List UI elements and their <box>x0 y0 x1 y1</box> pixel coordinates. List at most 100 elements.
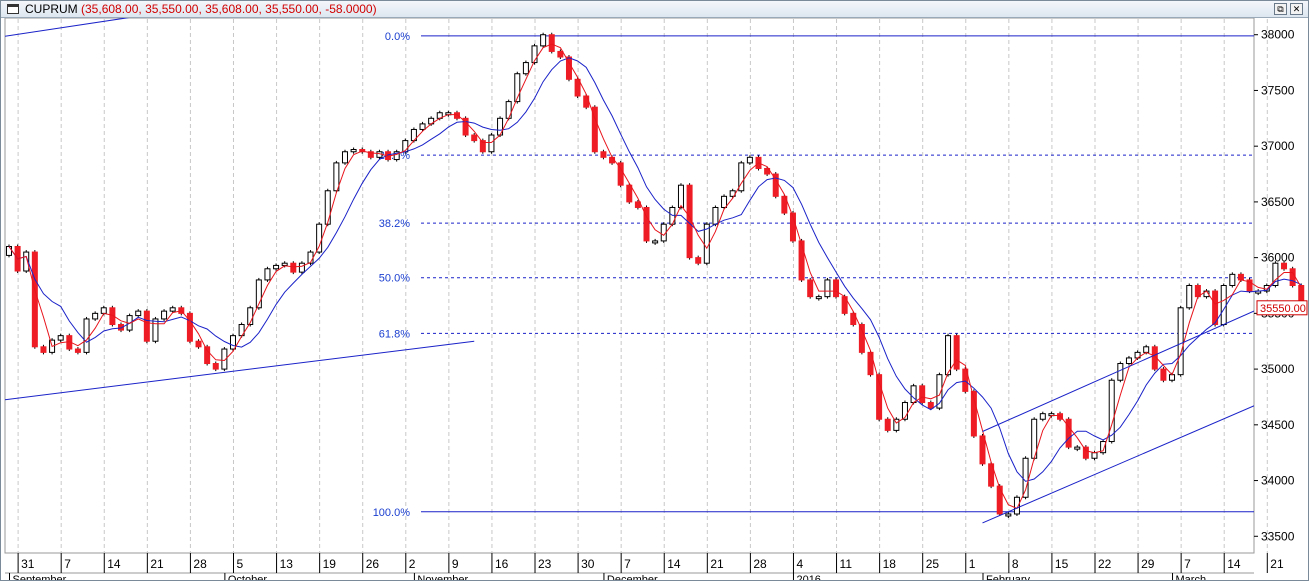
candle-down <box>996 485 1003 515</box>
title-text: CUPRUM (35,608.00, 35,550.00, 35,608.00,… <box>25 2 377 16</box>
x-tick-label: 25 <box>926 557 940 571</box>
candle-up <box>341 151 348 164</box>
candle-up <box>531 45 538 64</box>
candle-up <box>1091 452 1098 459</box>
candle-up <box>712 206 719 225</box>
x-tick-label: 19 <box>323 557 337 571</box>
candle-up <box>488 134 495 153</box>
y-tick-label: 37500 <box>1261 83 1295 97</box>
candle-down <box>643 206 650 242</box>
candle-up <box>100 307 107 314</box>
candle-up <box>1143 346 1150 353</box>
candle-up <box>1229 273 1236 286</box>
candle-up <box>92 312 99 320</box>
x-tick-label: 23 <box>538 557 552 571</box>
candle-down <box>479 140 486 153</box>
candle-up <box>298 262 305 273</box>
candle-down <box>1160 368 1167 381</box>
candle-up <box>23 251 30 272</box>
trend-line <box>982 310 1254 432</box>
candle-down <box>1246 279 1253 292</box>
candle-up <box>264 268 271 281</box>
candle-down <box>31 251 38 348</box>
restore-icon[interactable]: ⧉ <box>1274 3 1287 15</box>
candle-up <box>1125 357 1132 365</box>
trend-line <box>982 405 1254 524</box>
x-tick-label: 1 <box>969 557 976 571</box>
y-tick-label: 36000 <box>1261 251 1295 265</box>
candle-up <box>152 318 159 342</box>
candle-up <box>936 374 943 409</box>
candle-up <box>910 385 917 404</box>
candle-up <box>901 402 908 420</box>
candle-up <box>6 245 12 256</box>
candle-up <box>1169 374 1176 381</box>
candle-up <box>1100 441 1107 454</box>
candle-down <box>565 56 572 80</box>
candle-down <box>962 368 969 392</box>
candle-up <box>540 34 547 47</box>
title-bar[interactable]: CUPRUM (35,608.00, 35,550.00, 35,608.00,… <box>1 1 1308 18</box>
trend-line <box>5 340 475 401</box>
fib-level-label: 38.2% <box>379 218 410 230</box>
candle-down <box>781 195 788 214</box>
candle-up <box>652 240 659 244</box>
x-tick-label: 2 <box>409 557 416 571</box>
candle-up <box>255 279 262 309</box>
x-tick-label: 14 <box>107 557 121 571</box>
candle-down <box>290 262 297 273</box>
candle-down <box>695 257 702 264</box>
x-tick-label: 7 <box>64 557 71 571</box>
x-tick-label: 14 <box>1227 557 1241 571</box>
month-label: December <box>607 574 658 580</box>
price-chart[interactable]: 3350034000345003500035500360003650037000… <box>1 18 1308 580</box>
window-icon <box>7 4 19 14</box>
candle-down <box>1082 446 1089 459</box>
candle-up <box>1117 363 1124 381</box>
candle-down <box>591 106 598 153</box>
candle-up <box>1022 457 1029 498</box>
x-tick-label: 14 <box>667 557 681 571</box>
x-tick-label: 18 <box>883 557 897 571</box>
candle-up <box>1005 513 1012 517</box>
candle-up <box>229 335 236 350</box>
x-tick-label: 16 <box>495 557 509 571</box>
y-tick-label: 36500 <box>1261 195 1295 209</box>
candle-down <box>617 162 624 186</box>
month-label: November <box>417 574 468 580</box>
close-icon[interactable]: ✕ <box>1290 3 1303 15</box>
candle-down <box>109 307 116 326</box>
candle-up <box>893 418 900 431</box>
candle-down <box>789 212 796 242</box>
candle-up <box>824 279 831 298</box>
y-tick-label: 34500 <box>1261 418 1295 432</box>
candle-up <box>1272 262 1279 286</box>
x-tick-label: 26 <box>366 557 380 571</box>
y-tick-label: 37000 <box>1261 139 1295 153</box>
x-tick-label: 31 <box>21 557 35 571</box>
candle-down <box>833 279 840 298</box>
month-label: October <box>228 574 267 580</box>
candle-down <box>772 173 779 197</box>
candle-down <box>40 346 47 353</box>
x-tick-label: 5 <box>236 557 243 571</box>
candle-down <box>798 240 805 281</box>
candle-down <box>557 50 564 58</box>
candle-down <box>626 184 633 203</box>
candle-down <box>979 435 986 465</box>
candle-up <box>419 123 426 130</box>
candle-down <box>117 324 124 331</box>
y-tick-label: 38000 <box>1261 28 1295 42</box>
candle-down <box>919 385 926 404</box>
candle-up <box>1013 496 1020 515</box>
candle-down <box>1281 262 1288 270</box>
fast-moving-average-line <box>8 43 1302 510</box>
ohlc-readout: (35,608.00, 35,550.00, 35,608.00, 35,550… <box>81 2 377 16</box>
current-price-tag <box>1256 300 1308 316</box>
candle-down <box>195 340 202 348</box>
candle-down <box>1065 418 1072 448</box>
x-tick-label: 9 <box>452 557 459 571</box>
x-tick-label: 30 <box>581 557 595 571</box>
candle-up <box>83 318 90 353</box>
